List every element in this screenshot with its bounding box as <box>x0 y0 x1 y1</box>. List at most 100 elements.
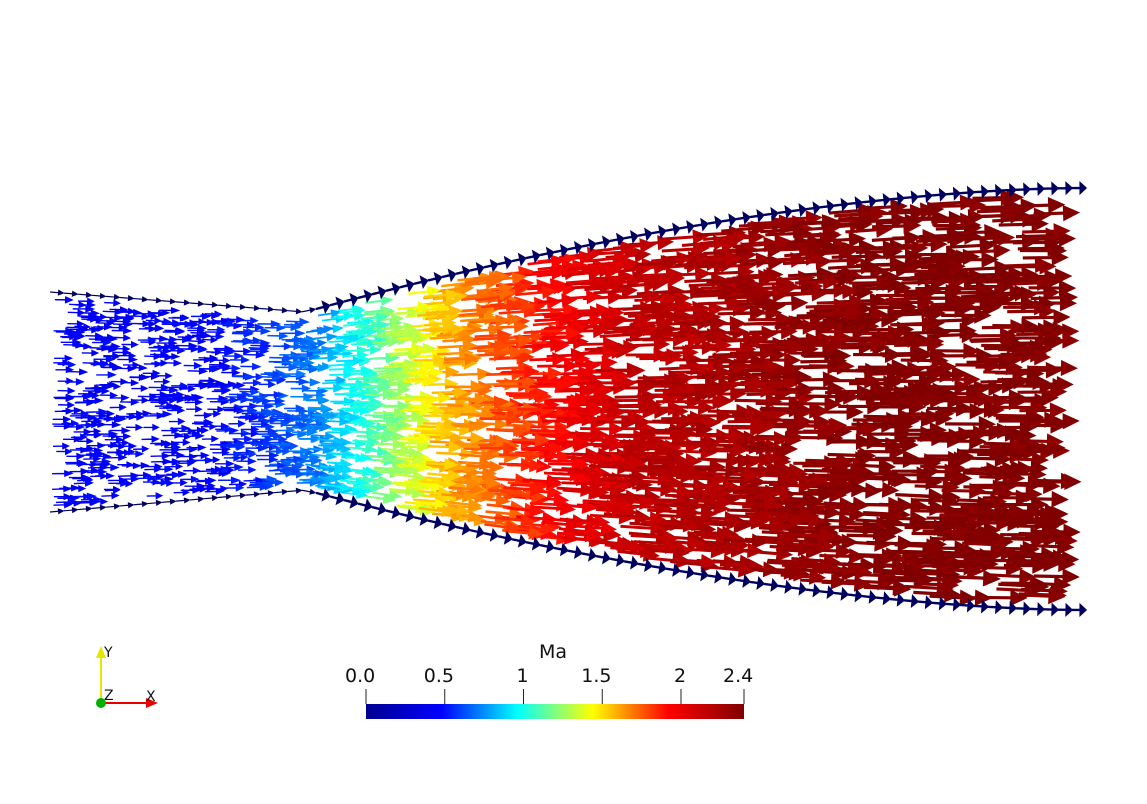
colorbar-tick-label: 0.0 <box>345 665 376 687</box>
velocity-arrow <box>721 483 765 500</box>
velocity-arrow <box>146 492 164 500</box>
velocity-arrow <box>138 320 157 328</box>
colorbar-tick-label: 1 <box>516 665 529 687</box>
velocity-arrow <box>847 196 863 211</box>
velocity-arrow <box>599 455 647 471</box>
velocity-arrow <box>1024 576 1072 593</box>
velocity-arrow <box>931 187 948 202</box>
velocity-arrow <box>1033 568 1080 585</box>
velocity-arrow <box>158 335 179 344</box>
velocity-arrow <box>732 268 781 285</box>
velocity-arrow <box>1021 309 1071 326</box>
velocity-arrow <box>52 469 74 478</box>
velocity-arrow <box>189 496 205 503</box>
velocity-arrow <box>289 446 310 456</box>
velocity-arrow <box>235 321 256 329</box>
velocity-arrow <box>438 339 478 353</box>
velocity-arrow <box>82 359 103 367</box>
velocity-arrow <box>59 484 81 492</box>
velocity-arrow <box>469 524 485 539</box>
velocity-arrow <box>277 323 302 332</box>
velocity-arrow <box>651 560 667 575</box>
velocity-arrow <box>809 533 859 551</box>
velocity-arrow <box>863 580 912 597</box>
velocity-arrow <box>117 412 138 421</box>
velocity-arrow <box>805 453 854 470</box>
velocity-arrow <box>749 575 765 590</box>
velocity-arrow <box>71 392 93 401</box>
velocity-arrow <box>914 289 963 307</box>
orientation-axes[interactable] <box>96 646 158 708</box>
velocity-arrow <box>693 237 738 253</box>
velocity-arrow <box>731 509 777 526</box>
velocity-arrow <box>77 437 94 445</box>
velocity-arrow <box>203 301 219 308</box>
velocity-arrow <box>814 283 860 300</box>
velocity-arrow <box>693 567 709 582</box>
velocity-arrow <box>238 450 257 459</box>
velocity-arrow <box>187 367 209 375</box>
velocity-arrow <box>370 451 399 463</box>
velocity-arrow <box>250 342 273 350</box>
velocity-arrow <box>1071 180 1088 196</box>
colorbar-tick-label: 2.4 <box>723 665 754 687</box>
velocity-arrow <box>110 394 130 402</box>
velocity-arrow <box>126 410 145 418</box>
velocity-arrow <box>53 493 72 501</box>
velocity-arrow <box>789 527 837 544</box>
velocity-arrow <box>524 441 566 456</box>
velocity-arrow <box>178 427 195 435</box>
velocity-arrow <box>548 434 589 450</box>
velocity-arrow <box>285 377 310 386</box>
velocity-arrow <box>791 203 807 218</box>
velocity-arrow <box>694 282 739 299</box>
velocity-arrow <box>232 328 253 337</box>
velocity-arrow <box>58 401 75 409</box>
velocity-arrow <box>847 588 863 603</box>
velocity-arrow <box>593 283 639 299</box>
velocity-arrow <box>724 419 774 436</box>
velocity-arrow <box>66 452 85 460</box>
z-axis-dot <box>96 698 106 708</box>
velocity-arrow <box>587 255 629 271</box>
velocity-arrow <box>385 282 401 296</box>
velocity-arrow <box>137 393 159 401</box>
velocity-arrow <box>175 299 191 306</box>
velocity-arrow <box>68 332 86 340</box>
velocity-arrow <box>947 390 995 408</box>
velocity-arrow <box>240 362 262 371</box>
velocity-arrow <box>119 398 140 406</box>
velocity-arrow <box>403 375 438 387</box>
velocity-arrow <box>838 205 888 222</box>
velocity-arrow <box>860 558 910 575</box>
velocity-arrow <box>156 372 173 380</box>
velocity-arrow <box>564 275 609 291</box>
colorbar <box>365 689 745 719</box>
velocity-arrow <box>535 302 579 317</box>
velocity-arrow <box>142 369 161 377</box>
velocity-arrow <box>917 188 934 204</box>
velocity-arrow <box>231 372 256 381</box>
velocity-arrow <box>529 424 571 439</box>
velocity-arrow <box>312 431 336 441</box>
velocity-arrow <box>733 382 778 398</box>
velocity-arrow <box>377 370 410 382</box>
velocity-arrow <box>240 425 260 434</box>
velocity-arrow <box>431 386 468 399</box>
velocity-arrow <box>305 339 328 348</box>
velocity-arrow <box>99 391 119 399</box>
y-axis-arrowhead <box>96 646 106 658</box>
velocity-arrow <box>298 434 321 444</box>
velocity-arrow <box>728 325 779 342</box>
velocity-arrow <box>117 472 141 480</box>
velocity-arrow <box>399 278 415 293</box>
velocity-arrow <box>261 397 286 405</box>
velocity-arrow <box>665 562 681 577</box>
velocity-arrow <box>186 405 203 413</box>
velocity-arrow <box>315 487 331 502</box>
velocity-arrow <box>292 350 318 359</box>
velocity-arrow <box>56 447 73 456</box>
velocity-arrow <box>945 186 962 201</box>
velocity-arrow <box>156 386 179 394</box>
